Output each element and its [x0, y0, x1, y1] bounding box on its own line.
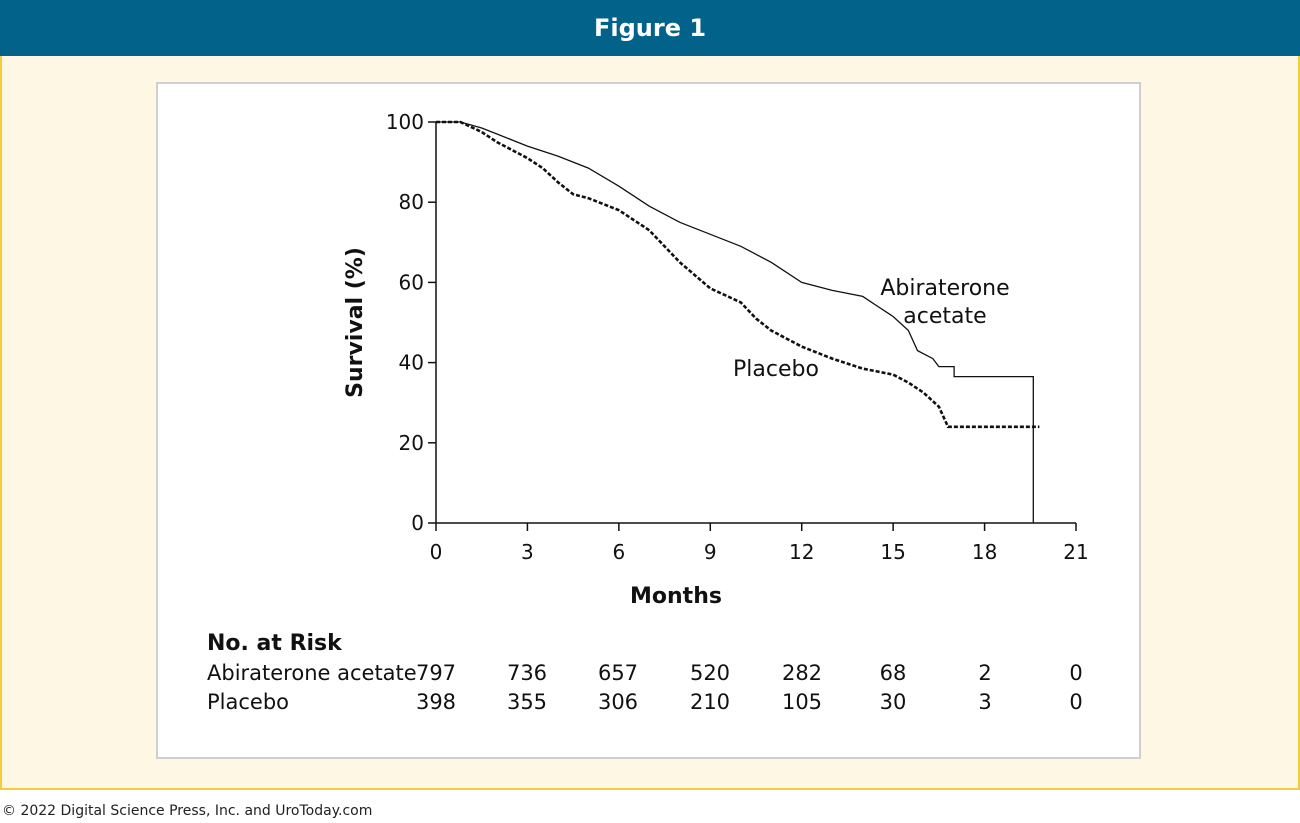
- figure-title: Figure 1: [593, 14, 707, 42]
- risk-table-cell: 3: [978, 690, 991, 714]
- x-tick-label: 0: [430, 540, 443, 564]
- y-tick-label: 100: [386, 110, 424, 134]
- y-tick-label: 40: [399, 351, 424, 375]
- y-axis-label: Survival (%): [343, 247, 368, 398]
- x-tick-label: 21: [1063, 540, 1088, 564]
- risk-table-cell: 30: [880, 690, 907, 714]
- risk-table-cell: 355: [507, 690, 547, 714]
- chart-panel: [156, 82, 1141, 759]
- risk-table-cell: 657: [598, 661, 638, 685]
- series-label-abiraterone: acetate: [903, 304, 986, 329]
- y-tick-label: 80: [399, 190, 424, 214]
- risk-table-cell: 797: [416, 661, 456, 685]
- risk-table-cell: 282: [782, 661, 822, 685]
- x-tick-label: 15: [880, 540, 905, 564]
- figure-title-bar: Figure 1: [0, 0, 1300, 56]
- series-label-abiraterone: Abiraterone: [880, 276, 1009, 301]
- x-tick-label: 18: [972, 540, 997, 564]
- risk-table-cell: 0: [1069, 661, 1082, 685]
- risk-table-cell: 2: [978, 661, 991, 685]
- risk-table-cell: 520: [690, 661, 730, 685]
- risk-table-cell: 306: [598, 690, 638, 714]
- x-tick-label: 6: [612, 540, 625, 564]
- risk-table-cell: 0: [1069, 690, 1082, 714]
- x-tick-label: 9: [704, 540, 717, 564]
- x-tick-label: 3: [521, 540, 534, 564]
- risk-table-title: No. at Risk: [207, 631, 343, 656]
- x-tick-label: 12: [789, 540, 814, 564]
- y-tick-label: 0: [411, 511, 424, 535]
- risk-table-row-label: Abiraterone acetate: [207, 661, 417, 685]
- copyright-notice: © 2022 Digital Science Press, Inc. and U…: [2, 803, 373, 819]
- risk-table-cell: 398: [416, 690, 456, 714]
- risk-table-row-label: Placebo: [207, 690, 289, 714]
- risk-table-cell: 210: [690, 690, 730, 714]
- risk-table-cell: 736: [507, 661, 547, 685]
- y-tick-label: 20: [399, 431, 424, 455]
- x-axis-label: Months: [630, 584, 722, 609]
- risk-table-cell: 105: [782, 690, 822, 714]
- y-tick-label: 60: [399, 270, 424, 294]
- series-line-abiraterone: [436, 121, 1034, 523]
- series-line-placebo: [436, 120, 1040, 429]
- series-label-placebo: Placebo: [733, 357, 819, 382]
- risk-table-cell: 68: [880, 661, 907, 685]
